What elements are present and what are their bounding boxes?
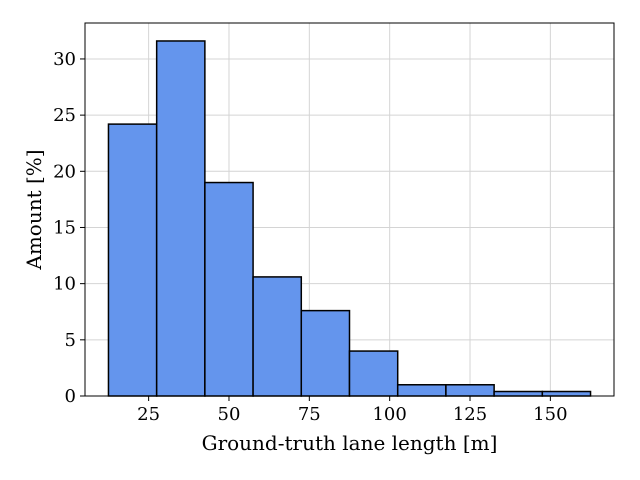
x-tick-label: 25	[137, 404, 160, 425]
y-axis-label: Amount [%]	[22, 149, 46, 270]
y-tick-label: 5	[65, 330, 76, 351]
axes-frame	[84, 22, 615, 397]
histogram-bar-7	[445, 384, 495, 397]
histogram-bar-8	[493, 390, 544, 397]
x-tick-label: 100	[372, 404, 406, 425]
y-tick-label: 25	[53, 105, 76, 126]
y-tick-label: 30	[53, 49, 76, 70]
axis-ticks: 25 50 75 100 125 150 0 5 10 15 20 25 30	[53, 49, 567, 425]
histogram-bar-0	[107, 123, 158, 397]
x-tick-label: 50	[218, 404, 241, 425]
histogram-bars	[107, 40, 592, 397]
histogram-bar-4	[300, 309, 351, 397]
x-axis-label: Ground-truth lane length [m]	[202, 431, 498, 455]
y-tick-label: 20	[53, 161, 76, 182]
x-tick-label: 150	[533, 404, 567, 425]
y-tick-label: 10	[53, 274, 76, 295]
histogram-bar-6	[396, 384, 447, 397]
histogram-bar-2	[204, 181, 254, 397]
y-tick-label: 15	[53, 217, 76, 238]
histogram-bar-3	[252, 276, 303, 397]
histogram-bar-1	[155, 40, 206, 397]
histogram-bar-9	[541, 390, 592, 397]
y-tick-label: 0	[65, 386, 76, 407]
x-tick-label: 75	[298, 404, 321, 425]
histogram-bar-5	[348, 350, 399, 397]
x-tick-label: 125	[453, 404, 487, 425]
